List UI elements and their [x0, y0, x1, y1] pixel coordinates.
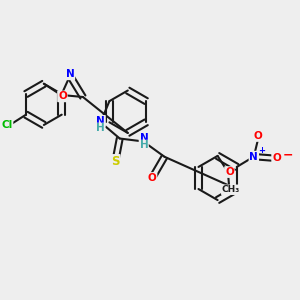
Text: N: N — [140, 133, 148, 143]
Text: H: H — [140, 140, 148, 150]
Text: O: O — [148, 173, 157, 183]
Text: N: N — [250, 152, 258, 162]
Text: N: N — [66, 69, 74, 79]
Text: O: O — [272, 153, 281, 163]
Text: CH₃: CH₃ — [222, 185, 240, 194]
Text: N: N — [96, 116, 105, 126]
Text: −: − — [283, 149, 293, 162]
Text: O: O — [58, 92, 67, 101]
Text: O: O — [254, 131, 262, 141]
Text: +: + — [259, 146, 266, 154]
Text: Cl: Cl — [1, 120, 13, 130]
Text: H: H — [96, 123, 105, 133]
Text: O: O — [225, 167, 234, 177]
Text: S: S — [111, 155, 120, 168]
